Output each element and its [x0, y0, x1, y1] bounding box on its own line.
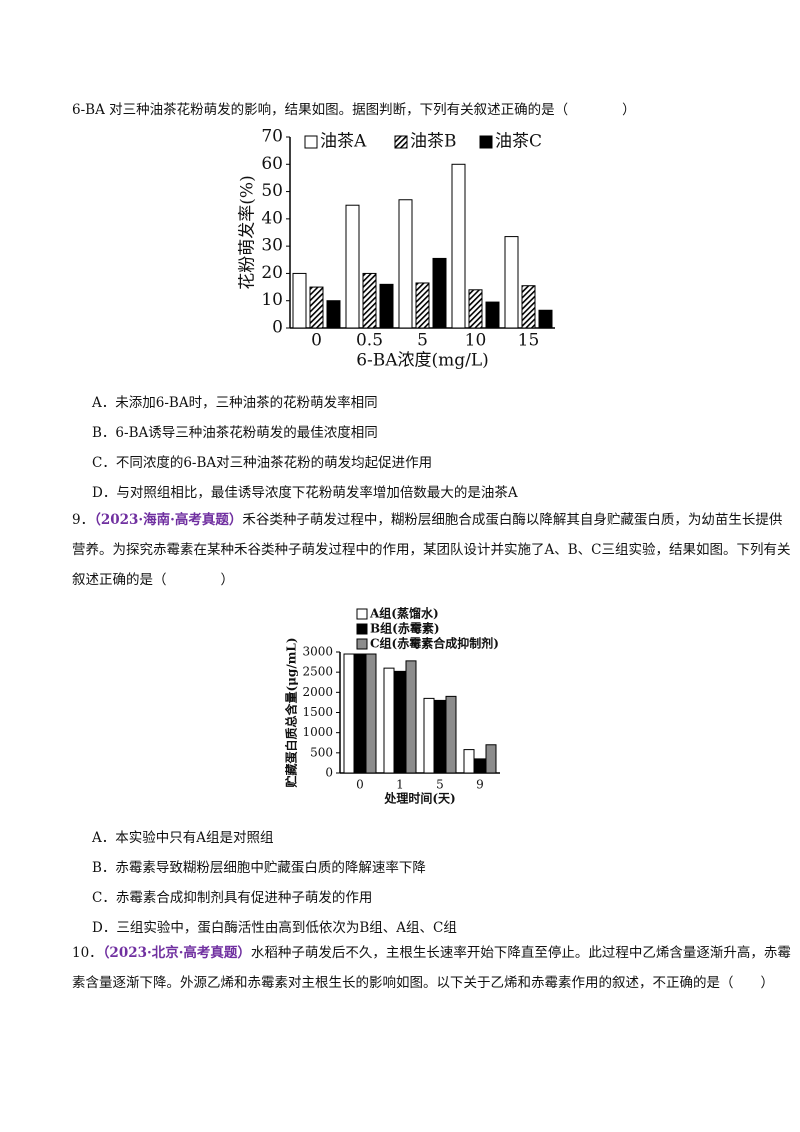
option: C．赤霉素合成抑制剂具有促进种子萌发的作用 [92, 890, 373, 906]
y-tick-label: 1000 [302, 725, 333, 739]
question: 9．（2023·海南·高考真题）禾谷类种子萌发过程中，糊粉层细胞合成蛋白酶以降解… [72, 505, 794, 595]
y-axis-label: 贮藏蛋白质总含量(μg/mL) [284, 637, 299, 788]
y-tick-label: 30 [261, 236, 283, 256]
y-tick-label: 0 [272, 318, 283, 338]
legend-swatch [479, 135, 493, 149]
x-tick-label: 9 [476, 778, 484, 792]
y-tick-label: 10 [261, 290, 283, 310]
bar [326, 300, 341, 329]
y-tick-label: 70 [261, 127, 283, 147]
bar [405, 660, 417, 774]
bar [463, 749, 475, 774]
y-tick-label: 50 [261, 181, 283, 201]
bar [365, 653, 377, 774]
bar [434, 699, 446, 774]
chart: 0 500 1000 1500 2000 2500 3000 0 1 5 9 贮藏蛋白质总含量(μg/… [284, 606, 500, 806]
legend-label: C组(赤霉素合成抑制剂) [370, 636, 499, 651]
option: B．6-BA诱导三种油茶花粉萌发的最佳浓度相同 [92, 425, 378, 441]
y-tick-label: 20 [261, 263, 283, 283]
y-tick-label: 0 [325, 766, 333, 780]
bar [398, 199, 413, 329]
legend-swatch [356, 638, 368, 650]
question-number: 9． [72, 512, 95, 528]
chart: 0 10 20 30 40 50 60 70 0 0.5 5 10 15 花粉萌发率(%) 6-BA浓度(m… [238, 127, 555, 371]
question-number: 10． [72, 945, 103, 961]
y-tick-label: 2000 [302, 685, 333, 699]
x-tick-label: 0.5 [356, 331, 383, 351]
bar [474, 758, 486, 774]
question-source: （2023·海南·高考真题） [94, 512, 243, 528]
x-tick-label: 5 [436, 778, 444, 792]
y-tick-label: 60 [261, 154, 283, 174]
x-tick-label: 5 [417, 331, 428, 351]
bar [362, 272, 377, 329]
legend-label: A组(蒸馏水) [369, 606, 439, 621]
bar [445, 695, 457, 774]
bar [468, 289, 483, 329]
bar [538, 309, 553, 329]
bar [343, 653, 355, 774]
y-tick-label: 40 [261, 208, 283, 228]
question-source: （2023·北京·高考真题） [102, 945, 251, 961]
y-tick-label: 3000 [302, 645, 333, 659]
option: B．赤霉素导致糊粉层细胞中贮藏蛋白质的降解速率下降 [92, 860, 426, 876]
bar [451, 163, 466, 329]
legend-label: 油茶C [495, 132, 542, 152]
option: D．与对照组相比，最佳诱导浓度下花粉萌发率增加倍数最大的是油茶A [92, 485, 518, 501]
x-axis-label: 6-BA浓度(mg/L) [356, 351, 489, 371]
legend-swatch [356, 608, 368, 620]
bar [504, 236, 519, 329]
option: A．本实验中只有A组是对照组 [92, 830, 274, 846]
question-stem: 6-BA 对三种油茶花粉萌发的影响，结果如图。据图判断，下列有关叙述正确的是（ … [72, 102, 636, 118]
bar [415, 282, 430, 329]
bar [423, 697, 435, 774]
bar [345, 204, 360, 329]
bar [383, 667, 395, 774]
bar [485, 744, 497, 774]
x-tick-label: 0 [311, 331, 322, 351]
x-tick-label: 0 [356, 778, 364, 792]
y-tick-label: 1500 [302, 705, 333, 719]
x-tick-label: 1 [396, 778, 404, 792]
y-tick-label: 2500 [302, 665, 333, 679]
legend-label: B组(赤霉素) [370, 621, 440, 636]
y-axis-label: 花粉萌发率(%) [238, 175, 258, 289]
bar [394, 670, 406, 774]
bar [485, 301, 500, 329]
x-axis-label: 处理时间(天) [383, 791, 455, 806]
bar [379, 283, 394, 329]
x-tick-label: 10 [465, 331, 487, 351]
question-stem: 禾谷类种子萌发过程中，糊粉层细胞合成蛋白酶以降解其自身贮藏蛋白质，为幼苗生长提供… [72, 512, 791, 588]
legend-swatch [356, 623, 368, 635]
question: 10．（2023·北京·高考真题）水稻种子萌发后不久，主根生长速率开始下降直至停… [72, 938, 794, 998]
option: D．三组实验中，蛋白酶活性由高到低依次为B组、A组、C组 [92, 920, 457, 936]
bar [432, 257, 447, 329]
legend-label: 油茶A [320, 132, 367, 152]
legend-swatch [394, 135, 408, 149]
option: A．未添加6-BA时，三种油茶的花粉萌发率相同 [92, 395, 378, 411]
x-tick-label: 15 [518, 331, 540, 351]
bar [292, 272, 307, 329]
bar [521, 285, 536, 329]
legend-label: 油茶B [410, 132, 457, 152]
bar [354, 653, 366, 774]
question-stem: 水稻种子萌发后不久，主根生长速率开始下降直至停止。此过程中乙烯含量逐渐升高，赤霉… [72, 945, 791, 991]
y-tick-label: 500 [310, 745, 333, 759]
bar [309, 286, 324, 329]
legend-swatch [304, 135, 318, 149]
option: C．不同浓度的6-BA对三种油茶花粉的萌发均起促进作用 [92, 455, 433, 471]
